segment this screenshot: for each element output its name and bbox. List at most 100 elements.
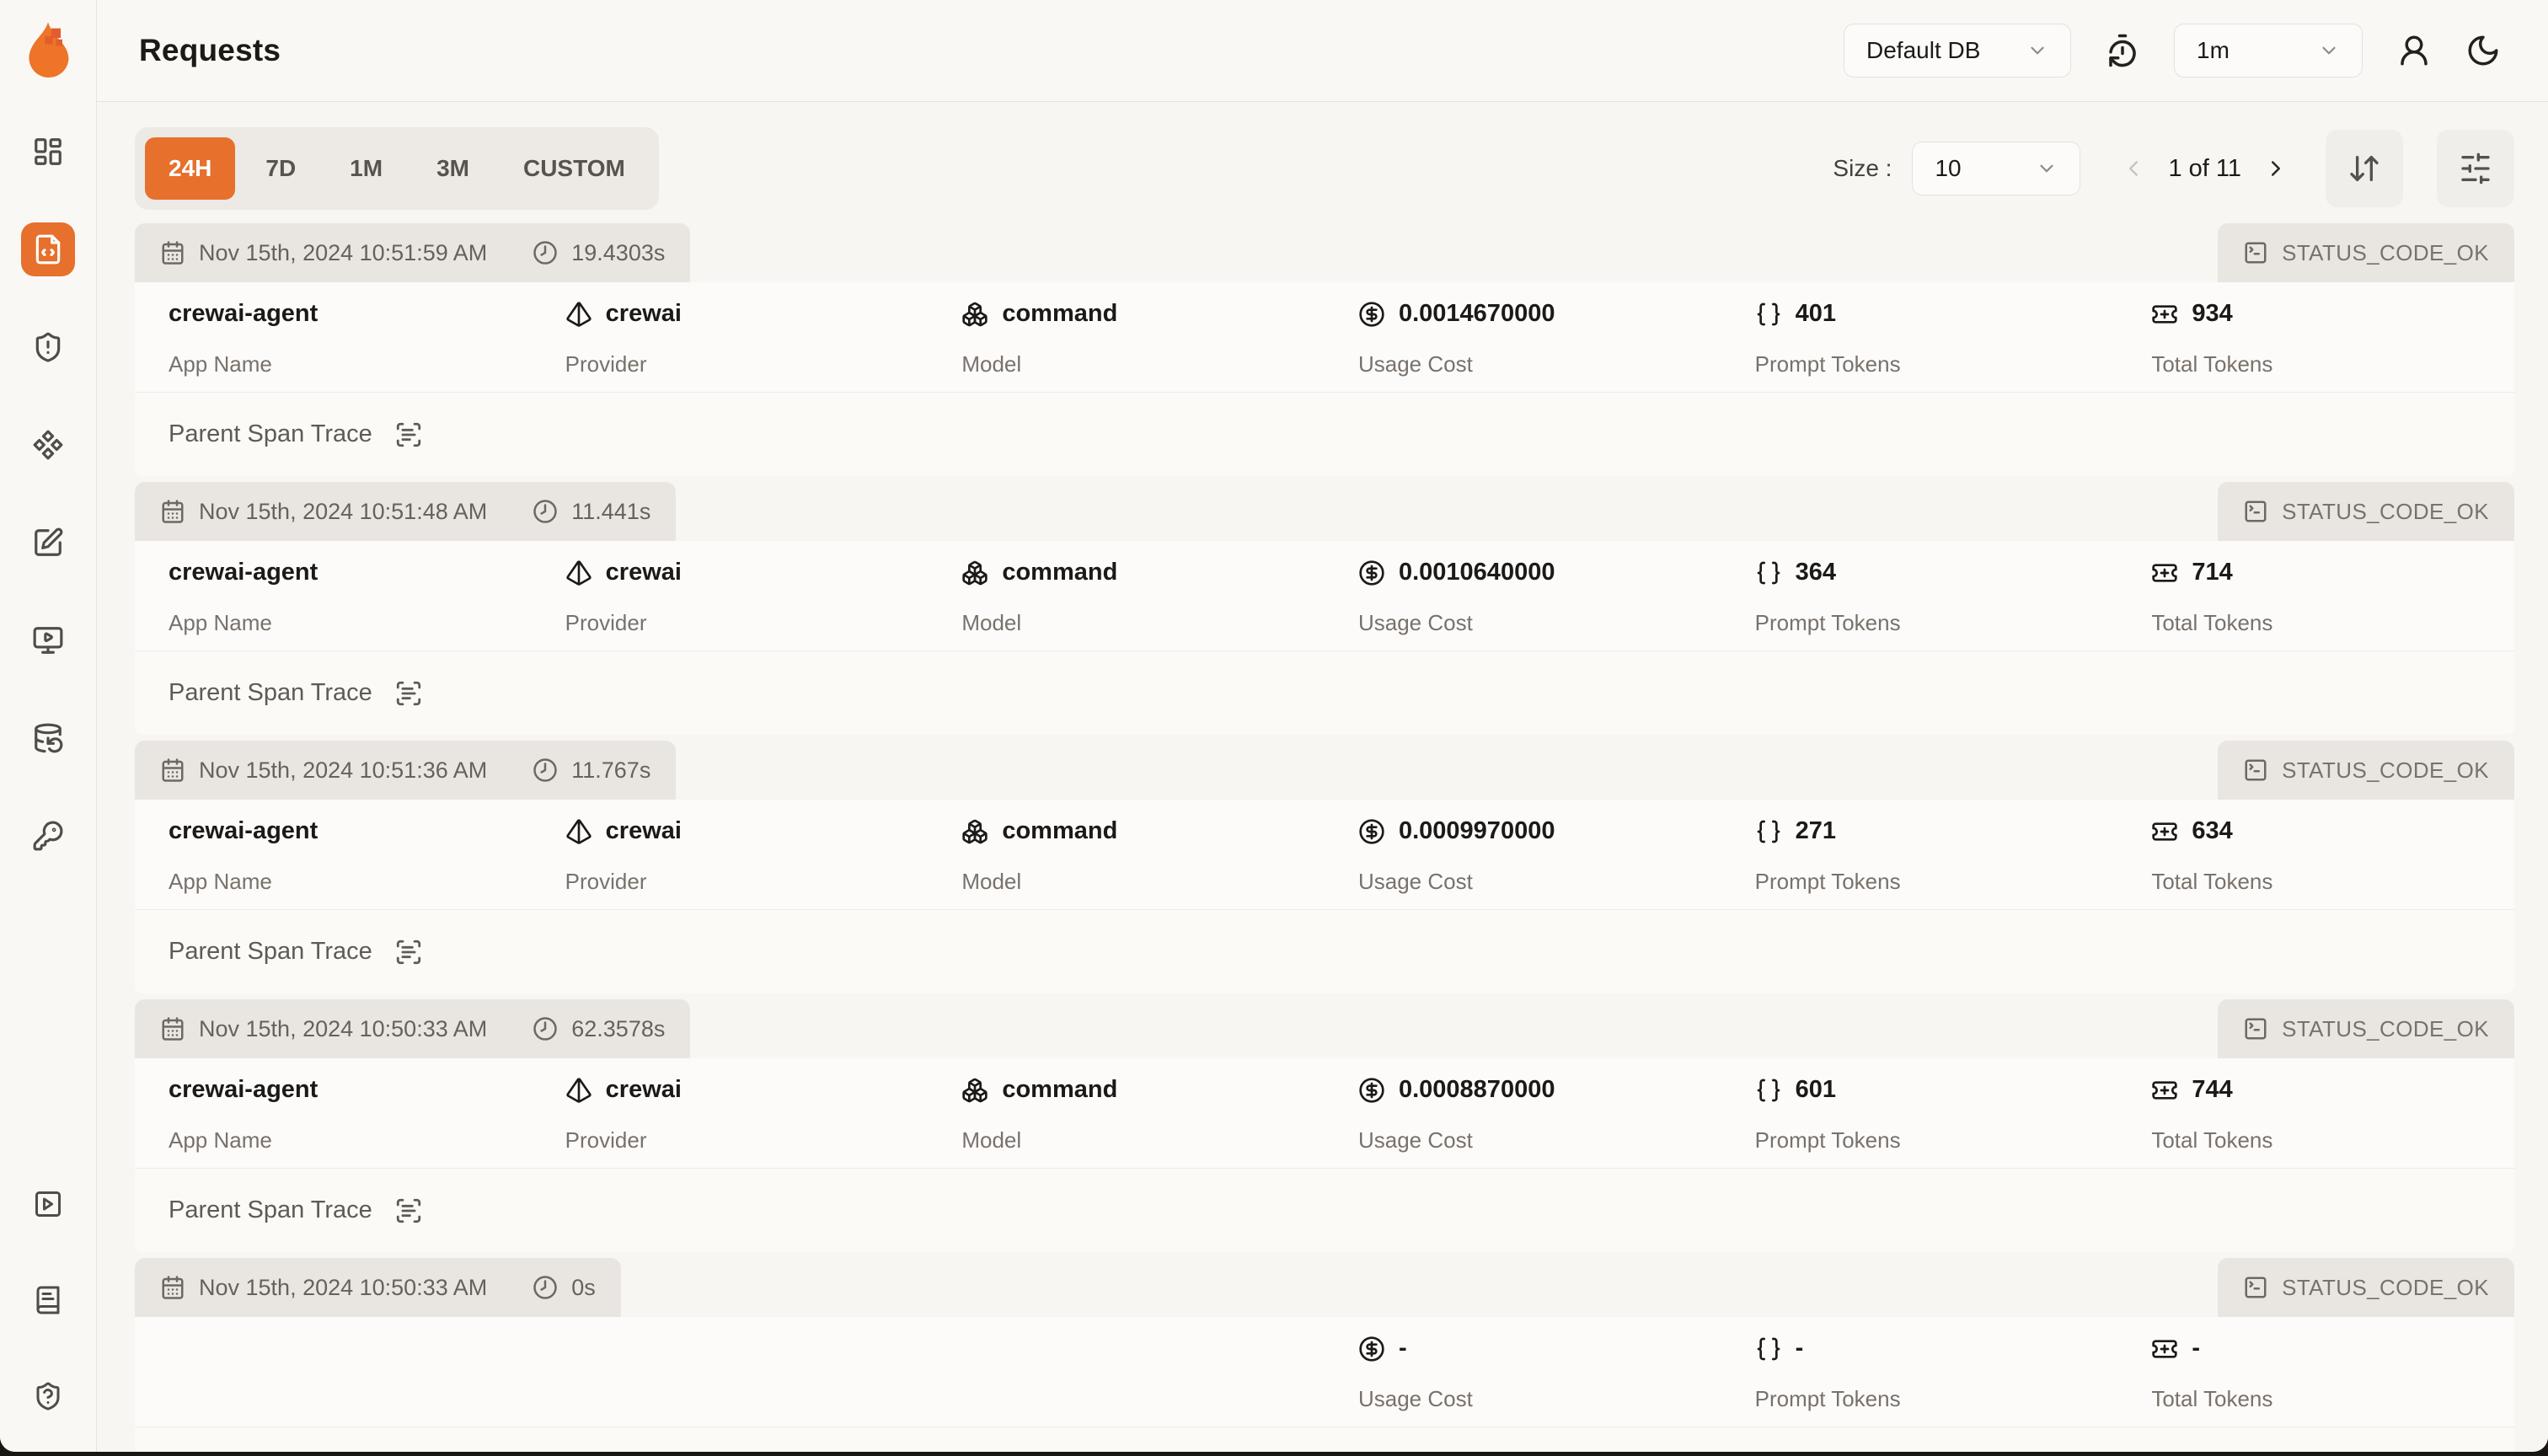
field-provider: crewai Provider: [565, 1076, 682, 1153]
boxes-icon: [962, 560, 988, 585]
field-total-tokens: 714 Total Tokens: [2151, 559, 2273, 635]
request-card[interactable]: Nov 15th, 2024 10:50:33 AM 0s STATUS_COD…: [135, 1258, 2514, 1452]
request-fields: crewai-agent App Name crewai Provider co…: [135, 541, 2514, 650]
parent-span-trace-label: Parent Span Trace: [169, 679, 372, 706]
square-terminal-icon: [2245, 759, 2267, 781]
pagination: 1 of 11: [2121, 155, 2288, 183]
request-card[interactable]: Nov 15th, 2024 10:51:48 AM 11.441s STATU…: [135, 482, 2514, 735]
scan-text-icon[interactable]: [394, 420, 423, 449]
request-duration: 0s: [571, 1274, 596, 1300]
refresh-interval-select[interactable]: 1m: [2174, 24, 2363, 78]
chevron-down-icon: [2031, 46, 2044, 55]
status-text: STATUS_CODE_OK: [2282, 757, 2489, 783]
clock-icon: [533, 1017, 557, 1041]
parent-span-trace-row[interactable]: Parent Span Trace: [135, 1427, 2514, 1452]
boxes-icon: [962, 302, 988, 326]
square-pen-icon: [35, 527, 63, 556]
field-prompt-tokens: 401 Prompt Tokens: [1754, 300, 1901, 377]
calendar-icon: [162, 500, 184, 523]
ticket-plus-icon: [2152, 304, 2177, 324]
field-app-name: crewai-agent App Name: [169, 300, 318, 377]
calendar-icon: [162, 241, 184, 265]
sidebar-item-api-keys[interactable]: [21, 809, 75, 863]
page-size-select[interactable]: 10: [1912, 142, 2081, 195]
scan-text-icon[interactable]: [394, 679, 423, 708]
status-badge: STATUS_CODE_OK: [2218, 1258, 2514, 1317]
request-card[interactable]: Nov 15th, 2024 10:51:59 AM 19.4303s STAT…: [135, 223, 2514, 476]
request-timestamp-chip: Nov 15th, 2024 10:50:33 AM 62.3578s: [135, 999, 691, 1058]
braces-icon: [1757, 820, 1780, 843]
field-model: command Model: [961, 1076, 1118, 1153]
ticket-plus-icon: [2152, 1339, 2177, 1358]
field-app-name: crewai-agent App Name: [169, 817, 318, 894]
filter-button[interactable]: [2437, 130, 2514, 207]
sidebar-item-exceptions[interactable]: [21, 320, 75, 374]
field-prompt-tokens: - Prompt Tokens: [1754, 1335, 1901, 1411]
user-icon: [2401, 35, 2428, 66]
prev-page-button[interactable]: [2121, 156, 2146, 181]
user-profile-button[interactable]: [2396, 33, 2432, 68]
parent-span-trace-row[interactable]: Parent Span Trace: [135, 392, 2514, 476]
topbar: Requests Default DB 1m: [97, 0, 2548, 102]
field-prompt-tokens: 271 Prompt Tokens: [1754, 817, 1901, 894]
field-prompt-tokens: 364 Prompt Tokens: [1754, 559, 1901, 635]
parent-span-trace-row[interactable]: Parent Span Trace: [135, 650, 2514, 735]
tab-custom[interactable]: CUSTOM: [500, 137, 649, 200]
request-timestamp: Nov 15th, 2024 10:51:59 AM: [199, 239, 488, 265]
request-timestamp: Nov 15th, 2024 10:51:48 AM: [199, 498, 488, 524]
request-timestamp-chip: Nov 15th, 2024 10:51:36 AM 11.767s: [135, 741, 677, 800]
sidebar-item-vault[interactable]: [21, 516, 75, 570]
sidebar-bottom-nav: [21, 1177, 75, 1423]
parent-span-trace-label: Parent Span Trace: [169, 1196, 372, 1223]
boxes-icon: [962, 1078, 988, 1102]
request-card[interactable]: Nov 15th, 2024 10:51:36 AM 11.767s STATU…: [135, 741, 2514, 993]
requests-list: Nov 15th, 2024 10:51:59 AM 19.4303s STAT…: [135, 223, 2514, 1452]
parent-span-trace-row[interactable]: Parent Span Trace: [135, 1168, 2514, 1252]
field-usage-cost: 0.0010640000 Usage Cost: [1357, 559, 1555, 635]
sidebar: [0, 0, 97, 1452]
request-card-body: App Name Provider Model: [135, 1317, 2514, 1452]
request-card-body: crewai-agent App Name crewai Provider co…: [135, 541, 2514, 735]
request-card-tabs: Nov 15th, 2024 10:50:33 AM 0s STATUS_COD…: [135, 1258, 2514, 1317]
clock-icon: [533, 241, 557, 265]
sidebar-item-documentation[interactable]: [21, 1273, 75, 1327]
request-card[interactable]: Nov 15th, 2024 10:50:33 AM 62.3578s STAT…: [135, 999, 2514, 1252]
tab-24h[interactable]: 24H: [145, 137, 236, 200]
database-select[interactable]: Default DB: [1844, 24, 2071, 78]
flame-logo-icon: [29, 22, 69, 78]
square-terminal-icon: [2245, 1277, 2267, 1298]
sidebar-item-prompt-hub[interactable]: [21, 418, 75, 472]
diamonds-icon: [33, 430, 63, 460]
tab-1m[interactable]: 1M: [326, 137, 406, 200]
field-prompt-tokens: 601 Prompt Tokens: [1754, 1076, 1901, 1153]
list-controls: Size : 10 1 of 11: [1833, 130, 2514, 207]
sidebar-item-demo[interactable]: [21, 1177, 75, 1231]
field-total-tokens: 634 Total Tokens: [2151, 817, 2273, 894]
sidebar-item-database-config[interactable]: [21, 711, 75, 765]
tab-3m[interactable]: 3M: [413, 137, 493, 200]
sidebar-item-dashboard[interactable]: [21, 125, 75, 179]
next-page-button[interactable]: [2263, 156, 2288, 181]
request-fields: crewai-agent App Name crewai Provider co…: [135, 1058, 2514, 1168]
field-app-name: crewai-agent App Name: [169, 1076, 318, 1153]
request-timestamp: Nov 15th, 2024 10:50:33 AM: [199, 1015, 488, 1041]
ticket-plus-icon: [2152, 563, 2177, 582]
braces-icon: [1757, 1079, 1780, 1101]
request-timestamp: Nov 15th, 2024 10:51:36 AM: [199, 757, 488, 783]
page-title: Requests: [139, 33, 281, 67]
scan-text-icon[interactable]: [394, 1196, 423, 1225]
request-card-tabs: Nov 15th, 2024 10:51:48 AM 11.441s STATU…: [135, 482, 2514, 541]
openlit-logo[interactable]: [0, 0, 97, 101]
sort-button[interactable]: [2326, 130, 2403, 207]
parent-span-trace-row[interactable]: Parent Span Trace: [135, 909, 2514, 993]
sidebar-item-support[interactable]: [21, 1369, 75, 1423]
sidebar-item-openground[interactable]: [21, 613, 75, 667]
scan-text-icon[interactable]: [394, 938, 423, 966]
refresh-timer-button[interactable]: [2105, 33, 2140, 68]
theme-toggle-button[interactable]: [2465, 33, 2501, 68]
boxes-icon: [962, 819, 988, 843]
tab-7d[interactable]: 7D: [242, 137, 319, 200]
clock-icon: [533, 758, 557, 782]
sidebar-item-requests[interactable]: [21, 222, 75, 276]
